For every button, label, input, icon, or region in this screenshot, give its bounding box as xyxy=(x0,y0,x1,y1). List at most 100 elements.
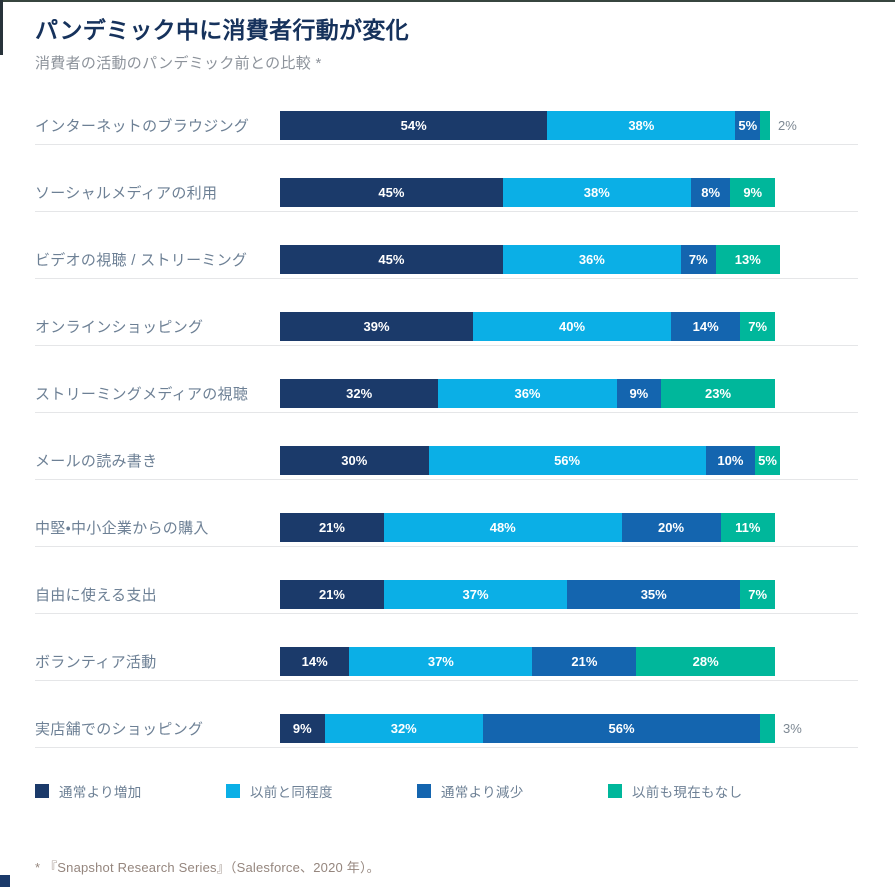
bar-value: 7% xyxy=(748,319,768,334)
category-label: インターネットのブラウジング xyxy=(35,118,250,135)
category-label: ソーシャルメディアの利用 xyxy=(35,185,218,202)
chart-row-main: 自由に使える支出 21% 37% 35% 7% xyxy=(35,580,858,609)
bar-track: 45% 36% 7% 13% xyxy=(280,245,780,274)
chart-row: メールの読み書き 30% 56% 10% 5% xyxy=(35,446,858,480)
bar-value: 54% xyxy=(400,118,427,133)
bar-segment: 14% xyxy=(280,647,350,676)
bar-segment: 21% xyxy=(532,647,637,676)
bar-segment: 10% xyxy=(705,446,756,475)
bar-value: 56% xyxy=(608,721,635,736)
chart-row: 中堅・中小企業からの購入 21% 48% 20% 11% xyxy=(35,513,858,547)
legend-swatch xyxy=(35,784,49,798)
source-note: * 『Snapshot Research Series』（Salesforce、… xyxy=(35,860,380,875)
bar-value: 8% xyxy=(701,185,721,200)
row-divider xyxy=(35,278,858,279)
bar-value: 21% xyxy=(318,587,345,602)
bar-value: 56% xyxy=(554,453,581,468)
bar-wrap: 45% 36% 7% 13% xyxy=(280,245,780,274)
bar-value: 45% xyxy=(378,252,405,267)
bar-track: 21% 37% 35% 7% xyxy=(280,580,775,609)
bar-segment: 36% xyxy=(502,245,681,274)
bar-segment: 32% xyxy=(280,379,439,408)
bar-segment: 38% xyxy=(547,111,736,140)
chart-row: インターネットのブラウジング 54% 38% 5% 2% xyxy=(35,111,858,145)
bar-track: 21% 48% 20% 11% xyxy=(280,513,775,542)
bar-value: 36% xyxy=(514,386,541,401)
bar-segment: 37% xyxy=(349,647,533,676)
row-divider xyxy=(35,345,858,346)
page-subtitle: 消費者の活動のパンデミック前との比較 * xyxy=(35,55,322,72)
chart-row: オンラインショッピング 39% 40% 14% 7% xyxy=(35,312,858,346)
bar-segment: 45% xyxy=(280,245,503,274)
page-title: パンデミック中に消費者行動が変化 xyxy=(35,17,409,43)
chart-row: ソーシャルメディアの利用 45% 38% 8% 9% xyxy=(35,178,858,212)
bar-segment: 11% xyxy=(720,513,775,542)
bar-value-outside: 2% xyxy=(778,118,797,133)
bar-wrap: 21% 48% 20% 11% xyxy=(280,513,775,542)
bar-wrap: 39% 40% 14% 7% xyxy=(280,312,775,341)
bar-segment: 9% xyxy=(730,178,775,207)
bar-segment: 56% xyxy=(428,446,706,475)
legend-label: 通常より増加 xyxy=(59,785,142,800)
bar-segment: 21% xyxy=(280,513,384,542)
category-label: 自由に使える支出 xyxy=(35,587,157,604)
row-divider xyxy=(35,613,858,614)
bar-value: 45% xyxy=(378,185,405,200)
bar-value: 48% xyxy=(489,520,516,535)
legend-swatch xyxy=(417,784,431,798)
category-label: ボランティア活動 xyxy=(35,654,157,671)
legend-item: 通常より増加 xyxy=(35,781,226,801)
chart-row-main: ソーシャルメディアの利用 45% 38% 8% 9% xyxy=(35,178,858,207)
bar-value: 21% xyxy=(318,520,345,535)
bar-segment: 37% xyxy=(383,580,568,609)
chart-row: 自由に使える支出 21% 37% 35% 7% xyxy=(35,580,858,614)
bar-segment: 36% xyxy=(438,379,617,408)
bar-value: 39% xyxy=(363,319,390,334)
legend-label: 以前も現在もなし xyxy=(632,785,743,800)
bar-wrap: 14% 37% 21% 28% xyxy=(280,647,775,676)
bar-segment: 7% xyxy=(680,245,716,274)
bar-value: 9% xyxy=(629,386,649,401)
chart-row-main: 実店舗でのショッピング 9% 32% 56% 3% xyxy=(35,714,858,743)
bar-value: 9% xyxy=(743,185,763,200)
legend-label: 通常より減少 xyxy=(441,785,524,800)
chart-row-main: ストリーミングメディアの視聴 32% 36% 9% 23% xyxy=(35,379,858,408)
bar-segment: 32% xyxy=(324,714,483,743)
chart-row: 実店舗でのショッピング 9% 32% 56% 3% xyxy=(35,714,858,748)
bar-value: 9% xyxy=(292,721,312,736)
bar-value: 36% xyxy=(578,252,605,267)
chart-row: ビデオの視聴 / ストリーミング 45% 36% 7% 13% xyxy=(35,245,858,279)
bar-segment: 56% xyxy=(482,714,761,743)
bar-segment xyxy=(760,714,775,743)
legend-item: 以前と同程度 xyxy=(226,781,417,801)
chart-row-main: 中堅・中小企業からの購入 21% 48% 20% 11% xyxy=(35,513,858,542)
bar-value: 37% xyxy=(462,587,489,602)
chart-legend: 通常より増加 以前と同程度 通常より減少 以前も現在もなし xyxy=(35,781,858,801)
bar-segment: 13% xyxy=(715,245,780,274)
chart-row-main: メールの読み書き 30% 56% 10% 5% xyxy=(35,446,858,475)
bar-segment: 35% xyxy=(567,580,741,609)
row-divider xyxy=(35,412,858,413)
bar-value: 5% xyxy=(738,118,758,133)
stacked-bar-chart: インターネットのブラウジング 54% 38% 5% 2% ソーシャルメディアの利用 45% 3… xyxy=(35,111,858,748)
chart-row-main: インターネットのブラウジング 54% 38% 5% 2% xyxy=(35,111,858,140)
bar-segment: 8% xyxy=(690,178,731,207)
chart-row-main: ビデオの視聴 / ストリーミング 45% 36% 7% 13% xyxy=(35,245,858,274)
bar-value: 14% xyxy=(692,319,719,334)
row-divider xyxy=(35,144,858,145)
bar-segment: 14% xyxy=(671,312,741,341)
legend-item: 通常より減少 xyxy=(417,781,608,801)
bar-value: 30% xyxy=(341,453,368,468)
legend-item: 以前も現在もなし xyxy=(608,781,799,801)
bar-segment: 9% xyxy=(280,714,325,743)
bar-value: 32% xyxy=(346,386,373,401)
bar-segment: 40% xyxy=(473,312,672,341)
bar-track: 45% 38% 8% 9% xyxy=(280,178,775,207)
bar-value: 13% xyxy=(734,252,761,267)
bar-value: 40% xyxy=(559,319,586,334)
top-edge-border xyxy=(0,0,895,2)
row-divider xyxy=(35,747,858,748)
bar-segment: 5% xyxy=(755,446,780,475)
